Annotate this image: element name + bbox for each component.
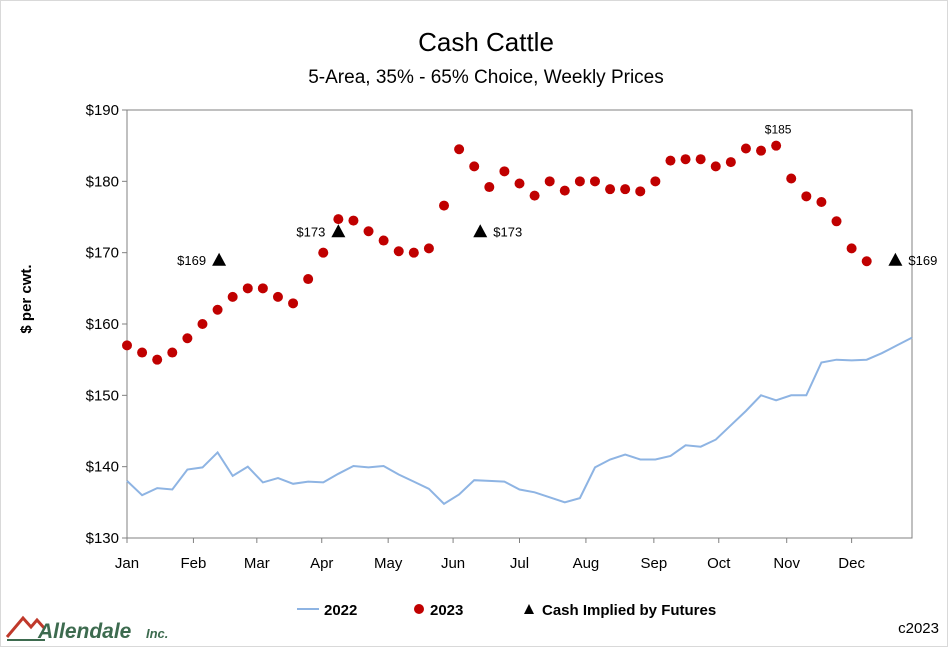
x-tick-label: Jul xyxy=(510,555,529,572)
x-tick-label: Aug xyxy=(573,555,600,572)
point-2023 xyxy=(212,304,223,315)
point-2023 xyxy=(288,298,299,309)
series-2022-line xyxy=(126,336,913,506)
point-2023 xyxy=(559,185,570,196)
point-2023 xyxy=(756,145,767,156)
point-2023 xyxy=(242,283,253,294)
data-label: $169 xyxy=(177,253,206,268)
legend-futures-label: Cash Implied by Futures xyxy=(542,602,716,619)
point-2023 xyxy=(137,347,148,358)
point-2023 xyxy=(635,186,646,197)
point-2023 xyxy=(786,173,797,184)
x-tick-label: Jan xyxy=(115,555,139,572)
point-2023 xyxy=(363,226,374,237)
point-2023 xyxy=(740,143,751,154)
point-2023 xyxy=(378,235,389,246)
legend-2023-swatch xyxy=(414,604,424,614)
x-tick-label: Apr xyxy=(310,555,333,572)
point-2023 xyxy=(831,216,842,227)
data-label: $169 xyxy=(908,253,937,268)
point-2023 xyxy=(574,176,585,187)
futures-marker xyxy=(888,252,903,266)
point-2023 xyxy=(257,283,268,294)
chart-subtitle: 5-Area, 35% - 65% Choice, Weekly Prices xyxy=(308,67,664,88)
point-2023 xyxy=(846,243,857,254)
x-tick-label: Dec xyxy=(838,555,865,572)
point-2023 xyxy=(197,319,208,329)
point-2023 xyxy=(318,247,329,258)
annotations: $169 $173 $173 $169 $185 xyxy=(177,123,937,268)
point-2023 xyxy=(620,184,631,195)
y-tick-label: $180 xyxy=(86,173,119,190)
point-2023 xyxy=(333,214,344,225)
x-tick-label: Mar xyxy=(244,555,270,572)
point-2023 xyxy=(393,246,404,257)
point-2023 xyxy=(514,178,525,189)
point-2023 xyxy=(152,354,163,365)
point-2023 xyxy=(650,176,661,187)
point-2023 xyxy=(816,197,827,208)
point-2023 xyxy=(272,291,283,302)
logo-roof-icon xyxy=(5,615,47,638)
x-tick-label: Sep xyxy=(641,555,668,572)
futures-marker xyxy=(331,224,346,238)
futures-marker xyxy=(473,224,488,238)
axes: $130 $140 $150 $160 $170 $180 $190 Jan Feb Mar Apr… xyxy=(86,102,913,572)
y-axis-label: $ per cwt. xyxy=(18,264,35,333)
plot-area xyxy=(122,140,913,506)
point-2023 xyxy=(439,200,450,211)
logo-suffix: Inc. xyxy=(146,626,168,641)
point-2023 xyxy=(680,154,691,165)
point-2023 xyxy=(408,247,419,258)
logo-text: Allendale xyxy=(37,620,132,643)
point-2023 xyxy=(423,243,434,254)
x-tick-label: Feb xyxy=(180,555,206,572)
point-2023 xyxy=(589,176,600,187)
x-tick-label: Oct xyxy=(707,555,731,572)
x-tick-label: May xyxy=(374,555,403,572)
chart-title: Cash Cattle xyxy=(418,27,554,57)
y-tick-label: $160 xyxy=(86,316,119,333)
point-2023 xyxy=(771,140,782,151)
point-2023 xyxy=(529,190,540,201)
point-2023 xyxy=(861,256,872,267)
point-2023 xyxy=(484,182,495,193)
allendale-logo: Allendale Inc. xyxy=(5,615,168,643)
copyright: c2023 xyxy=(898,620,939,637)
point-2023 xyxy=(227,291,238,302)
legend-futures-swatch xyxy=(524,604,534,614)
point-2023 xyxy=(167,347,178,358)
data-label: $185 xyxy=(765,123,792,137)
y-tick-label: $130 xyxy=(86,530,119,547)
point-2023 xyxy=(801,191,812,202)
point-2023 xyxy=(182,333,193,344)
y-tick-label: $170 xyxy=(86,245,119,262)
point-2023 xyxy=(605,184,616,195)
point-2023 xyxy=(665,155,676,166)
data-label: $173 xyxy=(296,224,325,239)
x-tick-label: Jun xyxy=(441,555,465,572)
plot-border xyxy=(126,109,913,539)
legend-2022-label: 2022 xyxy=(324,602,357,619)
point-2023 xyxy=(499,166,510,177)
data-label: $173 xyxy=(493,224,522,239)
point-2023 xyxy=(122,340,132,351)
point-2023 xyxy=(710,161,721,172)
legend: 2022 2023 Cash Implied by Futures xyxy=(297,602,716,619)
legend-2023-label: 2023 xyxy=(430,602,463,619)
point-2023 xyxy=(303,274,314,285)
y-tick-label: $140 xyxy=(86,459,119,476)
x-tick-label: Nov xyxy=(773,555,800,572)
futures-marker xyxy=(212,252,227,266)
point-2023 xyxy=(469,161,480,172)
point-2023 xyxy=(454,144,465,155)
point-2023 xyxy=(695,154,706,165)
point-2023 xyxy=(725,157,736,168)
y-tick-label: $150 xyxy=(86,387,119,404)
point-2023 xyxy=(544,176,555,187)
point-2023 xyxy=(348,215,359,226)
y-tick-label: $190 xyxy=(86,102,119,119)
